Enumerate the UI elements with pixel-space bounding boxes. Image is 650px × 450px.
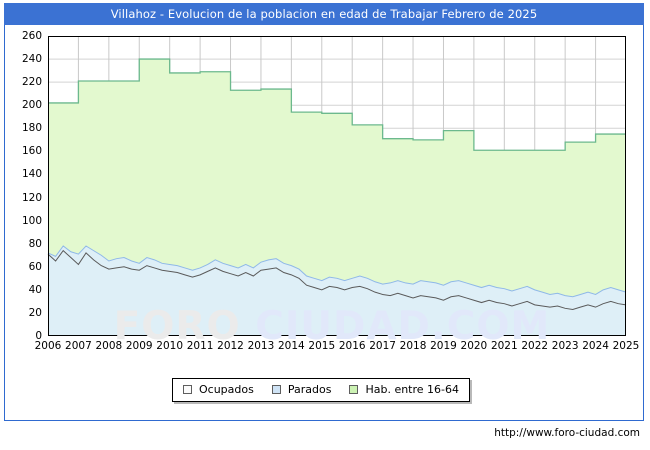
y-axis-tick-label: 260 (21, 30, 42, 42)
x-axis-tick-label: 2015 (308, 340, 336, 352)
footer-url[interactable]: http://www.foro-ciudad.com (494, 427, 640, 439)
x-axis-tick-label: 2020 (460, 340, 488, 352)
x-axis-tick-label: 2017 (369, 340, 396, 352)
y-axis-tick-label: 240 (21, 53, 42, 66)
x-axis-tick-label: 2022 (521, 340, 549, 352)
x-axis-tick-label: 2012 (217, 340, 244, 352)
chart-svg (47, 36, 627, 336)
x-axis-tick-label: 2023 (551, 340, 579, 352)
legend-item-parados[interactable]: Parados (271, 383, 332, 396)
x-axis-tick-label: 2011 (186, 340, 214, 352)
x-axis-tick-label: 2013 (247, 340, 275, 352)
legend-swatch-hab-16-64 (349, 385, 359, 394)
y-axis-tick-label: 220 (21, 76, 42, 89)
y-axis-tick-label: 160 (21, 145, 42, 158)
x-axis-tick-label: 2025 (612, 340, 640, 352)
y-axis-tick-label: 20 (28, 306, 42, 319)
x-axis-tick-label: 2006 (34, 340, 62, 352)
y-axis-tick-label: 0 (35, 330, 42, 342)
legend-label-parados: Parados (287, 383, 332, 396)
page-title: Villahoz - Evolucion de la poblacion en … (110, 7, 538, 21)
x-axis-tick-label: 2010 (156, 340, 184, 352)
legend-item-ocupados[interactable]: Ocupados (183, 383, 254, 396)
legend-item-hab-16-64[interactable]: Hab. entre 16-64 (349, 383, 459, 396)
x-axis-tick-label: 2009 (125, 340, 153, 352)
x-axis-tick-label: 2018 (399, 340, 427, 352)
y-axis-tick-label: 180 (21, 122, 42, 135)
y-axis-tick-label: 120 (21, 191, 42, 204)
legend-label-hab-16-64: Hab. entre 16-64 (365, 383, 460, 396)
x-axis-tick-label: 2014 (277, 340, 305, 352)
chart-legend: Ocupados Parados Hab. entre 16-64 (172, 378, 471, 402)
x-axis-tick-label: 2007 (65, 340, 92, 352)
plot-area (47, 36, 627, 336)
y-axis-tick-label: 40 (28, 283, 42, 296)
x-axis-tick-label: 2024 (582, 340, 609, 352)
x-axis-tick-label: 2021 (490, 340, 518, 352)
y-axis-tick-label: 140 (21, 168, 42, 181)
x-axis-tick-label: 2016 (338, 340, 366, 352)
x-axis-tick-label: 2008 (95, 340, 123, 352)
x-axis-tick-label: 2019 (430, 340, 457, 352)
window-titlebar: Villahoz - Evolucion de la poblacion en … (4, 3, 644, 25)
legend-label-ocupados: Ocupados (199, 383, 254, 396)
y-axis-tick-label: 100 (21, 214, 42, 227)
y-axis-tick-label: 60 (28, 260, 42, 273)
legend-swatch-ocupados (183, 385, 192, 394)
legend-swatch-parados (271, 385, 281, 394)
y-axis-tick-label: 200 (21, 99, 42, 112)
y-axis-tick-label: 80 (28, 237, 42, 250)
